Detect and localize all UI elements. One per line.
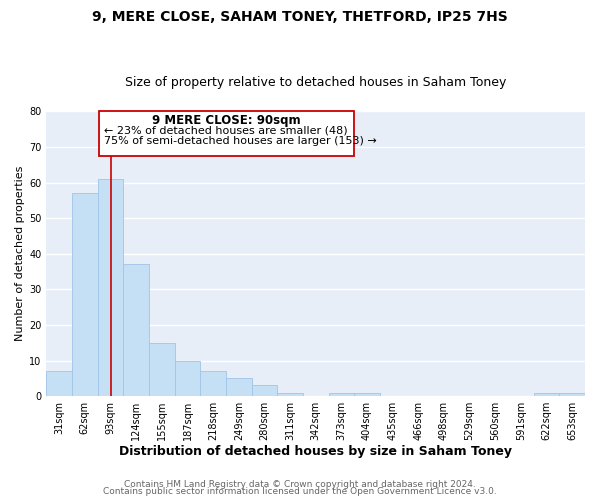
Text: ← 23% of detached houses are smaller (48): ← 23% of detached houses are smaller (48… [104, 125, 348, 135]
Text: 9 MERE CLOSE: 90sqm: 9 MERE CLOSE: 90sqm [152, 114, 301, 128]
Bar [175, 360, 200, 396]
Bar [354, 392, 380, 396]
Title: Size of property relative to detached houses in Saham Toney: Size of property relative to detached ho… [125, 76, 506, 90]
Bar [534, 392, 559, 396]
Bar [226, 378, 251, 396]
Y-axis label: Number of detached properties: Number of detached properties [15, 166, 25, 342]
Text: 75% of semi-detached houses are larger (153) →: 75% of semi-detached houses are larger (… [104, 136, 377, 145]
Bar [72, 194, 98, 396]
Bar [98, 179, 124, 396]
Bar [149, 342, 175, 396]
Text: 9, MERE CLOSE, SAHAM TONEY, THETFORD, IP25 7HS: 9, MERE CLOSE, SAHAM TONEY, THETFORD, IP… [92, 10, 508, 24]
Bar [329, 392, 354, 396]
X-axis label: Distribution of detached houses by size in Saham Toney: Distribution of detached houses by size … [119, 444, 512, 458]
Bar [559, 392, 585, 396]
Text: Contains public sector information licensed under the Open Government Licence v3: Contains public sector information licen… [103, 487, 497, 496]
Bar [46, 371, 72, 396]
Bar [277, 392, 303, 396]
FancyBboxPatch shape [99, 112, 354, 156]
Bar [124, 264, 149, 396]
Text: Contains HM Land Registry data © Crown copyright and database right 2024.: Contains HM Land Registry data © Crown c… [124, 480, 476, 489]
Bar [251, 386, 277, 396]
Bar [200, 371, 226, 396]
